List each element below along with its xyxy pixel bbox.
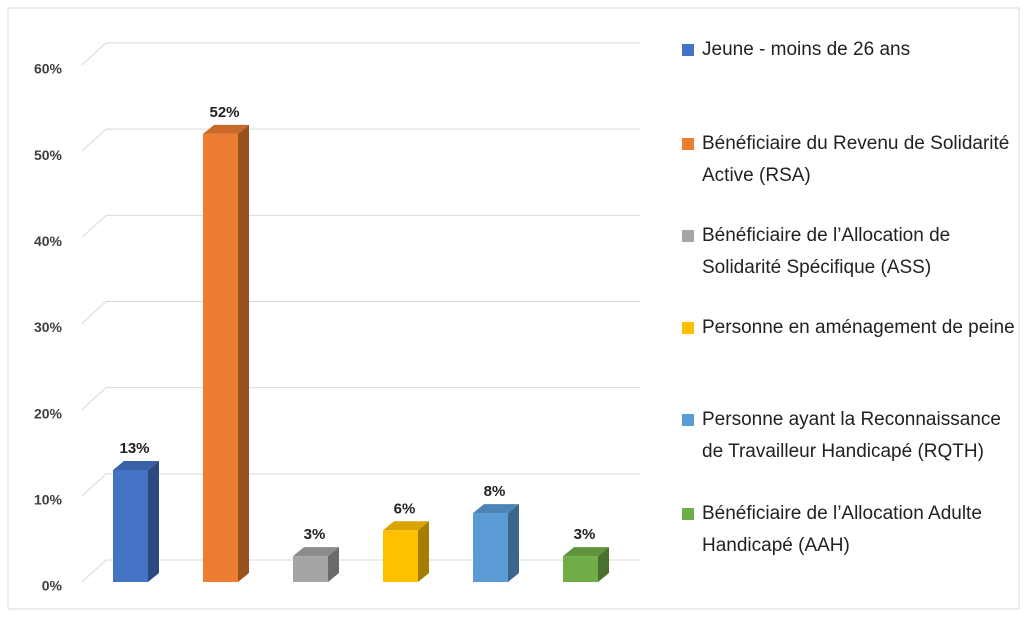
bar-top [293, 547, 339, 557]
data-label: 3% [574, 526, 596, 543]
grid-line [81, 301, 640, 324]
bar [203, 124, 249, 582]
y-tick-label: 10% [34, 492, 63, 508]
legend-entry: Jeune - moins de 26 ans [680, 34, 1020, 66]
legend-entry: Personne en aménagement de peine [680, 312, 1020, 344]
legend-label: Jeune - moins de 26 ans [702, 39, 911, 60]
bar [293, 547, 339, 582]
bar-top [473, 504, 519, 514]
legend-entry: Personne ayant la Reconnaissance de Trav… [680, 404, 1020, 468]
legend-entry: Bénéficiaire de l’Allocation de Solidari… [680, 220, 1020, 284]
grid-line [81, 42, 640, 66]
data-label: 3% [304, 526, 326, 543]
bar-side [148, 460, 159, 582]
y-tick-label: 40% [34, 233, 63, 249]
bar [383, 521, 429, 582]
bar-side [418, 521, 429, 582]
bar-front [203, 133, 238, 582]
bar-side [508, 504, 519, 582]
bar [473, 504, 519, 582]
grid-line [81, 128, 640, 152]
grid-line [81, 473, 640, 497]
data-label: 6% [394, 500, 416, 517]
legend-label: Bénéficiaire du Revenu de Solidarité Act… [702, 133, 1010, 186]
bar-front [113, 469, 148, 582]
grid-line [81, 559, 640, 583]
legend-swatch [682, 414, 694, 426]
bar-front [383, 530, 418, 582]
bar-top [383, 521, 429, 531]
legend-label: Personne en aménagement de peine [702, 317, 1015, 338]
legend-swatch [682, 138, 694, 150]
data-label: 13% [119, 440, 149, 457]
bar-front [563, 556, 598, 582]
legend-label: Bénéficiaire de l’Allocation Adulte Hand… [702, 503, 982, 556]
data-label: 52% [209, 104, 239, 121]
bar [563, 547, 609, 582]
y-tick-label: 50% [34, 147, 63, 163]
bar-top [113, 460, 159, 470]
bar-top [563, 547, 609, 557]
bar [113, 460, 159, 582]
legend-swatch [682, 230, 694, 242]
y-tick-label: 0% [42, 578, 63, 594]
bar-front [293, 556, 328, 582]
legend-swatch [682, 44, 694, 56]
legend-swatch [682, 508, 694, 520]
legend-swatch [682, 322, 694, 334]
legend-label: Bénéficiaire de l’Allocation de Solidari… [702, 225, 951, 278]
bar-side [598, 547, 609, 582]
y-tick-label: 60% [34, 61, 63, 77]
legend-label: Personne ayant la Reconnaissance de Trav… [702, 409, 1001, 462]
bar-side [328, 547, 339, 582]
bar-side [238, 124, 249, 582]
grid-line [81, 214, 640, 238]
y-tick-label: 20% [34, 405, 63, 421]
grid-line [81, 387, 640, 411]
y-tick-label: 30% [34, 319, 63, 335]
chart-border [7, 7, 1020, 610]
data-label: 8% [484, 483, 506, 500]
bar-top [203, 124, 249, 134]
legend-entry: Bénéficiaire du Revenu de Solidarité Act… [680, 128, 1020, 192]
legend-entry: Bénéficiaire de l’Allocation Adulte Hand… [680, 498, 1020, 562]
bar-front [473, 513, 508, 582]
